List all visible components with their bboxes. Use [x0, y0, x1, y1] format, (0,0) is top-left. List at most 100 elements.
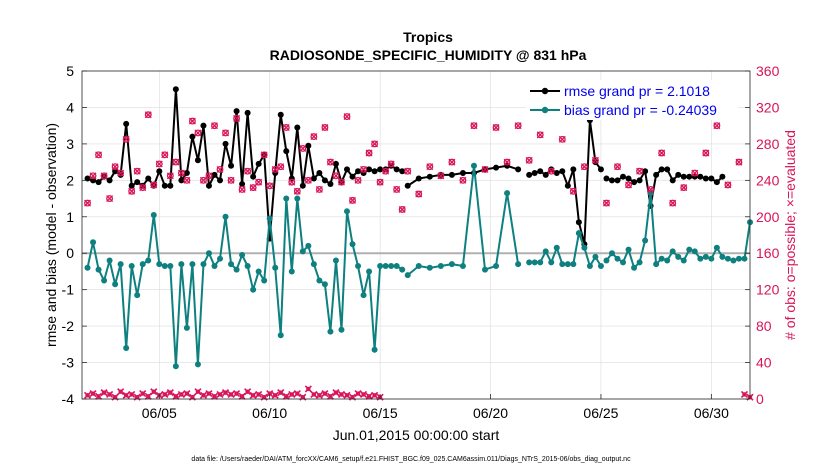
obs-dot [366, 394, 372, 399]
data-point [586, 262, 593, 269]
obs-circle [84, 199, 91, 207]
obs-possible-marker [360, 165, 368, 173]
obs-possible-marker [288, 178, 296, 186]
data-point [112, 281, 119, 288]
obs-cross [636, 167, 644, 175]
x-tick-label: 06/20 [473, 405, 508, 421]
obs-evaluated-marker [205, 389, 213, 398]
obs-cross [321, 124, 329, 131]
obs-dot [344, 393, 350, 398]
obs-circle [525, 156, 533, 164]
data-point [575, 219, 582, 226]
data-point [697, 255, 704, 262]
data-point [713, 179, 720, 186]
obs-possible-marker [680, 184, 688, 192]
obs-circle [547, 167, 555, 175]
obs-cross [194, 129, 202, 137]
obs-circle [332, 172, 340, 180]
data-point [437, 262, 444, 269]
obs-possible-marker [669, 199, 677, 207]
obs-circle [144, 111, 152, 119]
data-point [504, 190, 511, 197]
obs-circle [603, 199, 610, 207]
data-point [542, 248, 549, 255]
obs-evaluated-marker [354, 389, 362, 398]
obs-cross [299, 144, 307, 152]
obs-possible-marker [84, 199, 91, 207]
obs-cross [277, 163, 285, 171]
obs-possible-marker [211, 122, 218, 130]
data-point [404, 182, 411, 189]
obs-cross [266, 182, 274, 190]
obs-dot [217, 392, 223, 397]
obs-possible-marker [188, 117, 196, 125]
obs-dot [317, 393, 322, 398]
y2-tick-label: 120 [756, 282, 780, 298]
obs-dot [267, 391, 272, 396]
obs-circle [658, 149, 666, 157]
obs-cross [117, 169, 125, 177]
obs-circle [437, 172, 445, 180]
obs-cross [349, 196, 356, 204]
obs-cross [492, 124, 500, 131]
obs-evaluated-marker [172, 392, 180, 400]
obs-cross [211, 122, 218, 130]
obs-circle [558, 135, 566, 143]
data-point [642, 168, 649, 175]
obs-dot [206, 391, 212, 396]
data-point [393, 262, 400, 269]
obs-cross [426, 163, 434, 171]
data-point [664, 257, 671, 264]
data-point [338, 326, 345, 333]
data-point [217, 177, 224, 184]
data-point [355, 262, 362, 269]
obs-cross [249, 184, 257, 192]
data-point [305, 242, 312, 249]
obs-dot [328, 394, 333, 399]
obs-dot [742, 392, 747, 397]
obs-possible-marker [393, 185, 401, 193]
obs-dot [123, 393, 129, 398]
obs-circle [139, 184, 147, 192]
data-point [459, 262, 466, 269]
obs-circle [326, 158, 334, 166]
obs-possible-marker [481, 165, 489, 173]
obs-evaluated-marker [144, 392, 152, 400]
obs-possible-marker [415, 190, 423, 198]
obs-possible-marker [603, 199, 610, 207]
data-point [658, 166, 665, 173]
data-point [686, 173, 693, 180]
data-point [366, 268, 373, 275]
obs-cross [144, 111, 152, 119]
y-tick-label: -1 [62, 282, 75, 298]
chart-title: Tropics [403, 29, 453, 45]
data-point [117, 171, 124, 178]
obs-circle [426, 163, 434, 171]
obs-possible-marker [194, 129, 202, 137]
obs-possible-marker [702, 149, 710, 157]
obs-possible-marker [89, 172, 97, 180]
obs-circle [459, 176, 467, 184]
data-point [178, 177, 185, 184]
data-point [343, 208, 350, 215]
obs-dot [190, 394, 195, 400]
data-point [426, 173, 433, 180]
obs-cross [625, 181, 633, 189]
obs-circle [172, 158, 180, 166]
obs-possible-marker [128, 187, 136, 195]
data-point [697, 173, 704, 180]
data-point [239, 252, 246, 259]
data-point [194, 361, 201, 368]
obs-evaluated-marker [177, 390, 185, 399]
obs-possible-marker [144, 111, 152, 119]
obs-dot [168, 390, 173, 395]
obs-circle [310, 133, 318, 141]
legend: rmse grand pr = 2.1018 bias grand pr = -0… [526, 80, 738, 120]
data-point [735, 255, 742, 262]
obs-evaluated-marker [371, 391, 379, 399]
data-point [250, 286, 257, 293]
obs-circle [625, 181, 632, 189]
data-point [200, 261, 207, 268]
obs-circle [211, 122, 218, 130]
data-point [161, 182, 168, 189]
